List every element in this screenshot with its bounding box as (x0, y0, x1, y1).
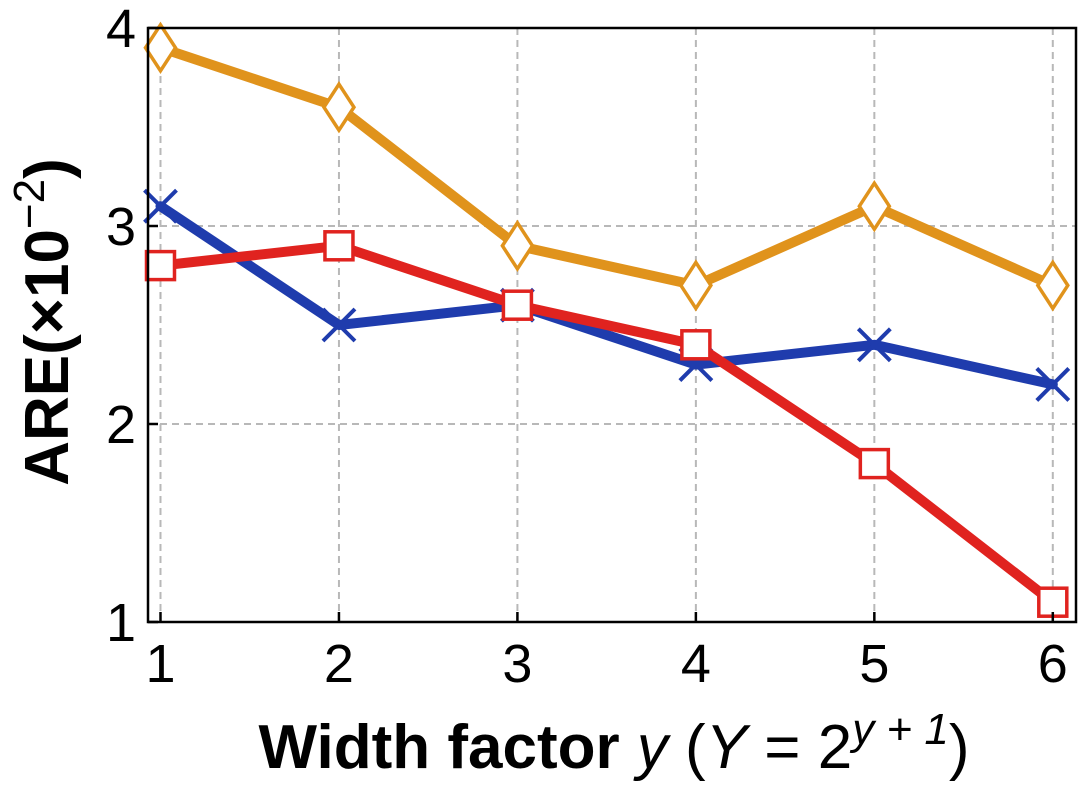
diamond-marker (857, 179, 892, 233)
diamond-marker (500, 219, 535, 273)
x-tick-label: 1 (145, 634, 175, 694)
axis-ticks: 1 2 3 4 5 6 1 2 3 4 (106, 0, 1068, 694)
series-line (155, 42, 1058, 291)
x-tick-label: 6 (1038, 634, 1068, 694)
x-tick-label: 2 (324, 634, 354, 694)
diamond-marker (678, 259, 713, 312)
diamond-marker (1035, 259, 1070, 312)
square-marker (144, 249, 177, 282)
x-marker (321, 307, 357, 343)
series-line (155, 240, 1058, 608)
x-marker (856, 327, 892, 363)
square-marker (323, 230, 355, 262)
x-tick-label: 4 (681, 634, 711, 694)
y-tick-label: 4 (106, 0, 136, 59)
diamond-marker (321, 80, 357, 134)
x-marker (143, 188, 178, 224)
x-tick-label: 3 (502, 634, 532, 694)
y-tick-label: 1 (106, 593, 136, 653)
series-square (144, 230, 1069, 618)
y-axis-title: ARE(×10−2) (5, 158, 82, 486)
series-layer (143, 21, 1071, 618)
series-line (155, 201, 1058, 390)
y-tick-label: 2 (106, 395, 136, 455)
x-axis-title: Width factor y (Y = 2y + 1) (259, 705, 970, 782)
series-x (143, 188, 1071, 402)
plot-frame (146, 26, 1078, 624)
x-marker (1035, 366, 1071, 402)
square-marker (501, 289, 534, 321)
square-marker (680, 329, 712, 361)
series-diamond (143, 21, 1070, 312)
square-marker (858, 447, 891, 480)
diamond-marker (143, 21, 178, 75)
y-tick-label: 3 (106, 197, 136, 257)
x-tick-label: 5 (859, 634, 889, 694)
